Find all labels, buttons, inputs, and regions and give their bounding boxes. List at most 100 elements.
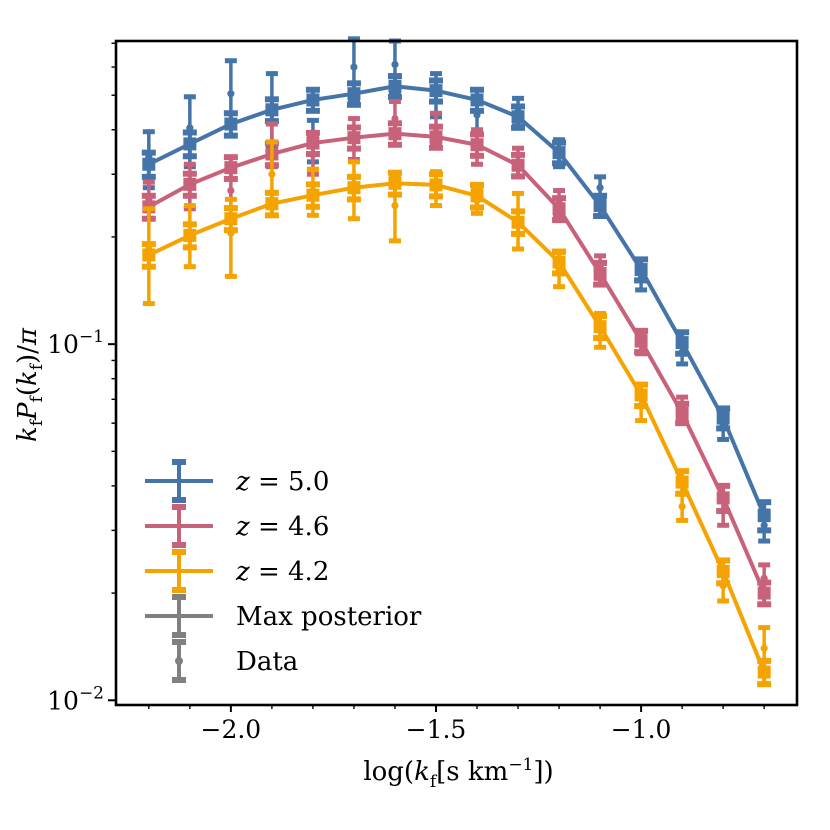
series-0-data-point-3 (268, 102, 276, 111)
series-1-data-errorbar-12-cap-top (635, 329, 648, 335)
legend-cap-bottom-1 (172, 542, 186, 548)
legend-cap-top-1 (172, 504, 186, 510)
series-2-data-errorbar-8-cap-top (471, 186, 484, 192)
series-1-data-errorbar-11-cap-top (594, 253, 607, 259)
series-0-data-errorbar-3-cap-top (265, 71, 278, 77)
series-0-data-errorbar-6-cap-bottom (388, 89, 401, 95)
series-2-data-errorbar-14-cap-bottom (717, 598, 730, 604)
series-0-data-point-8 (473, 111, 481, 119)
legend-item-1: z = 4.6 (145, 504, 329, 548)
series-2-model-errorbar-13-cap-top (675, 468, 690, 475)
legend-label-2: z = 4.2 (235, 557, 329, 587)
series-2-data-point-4 (309, 186, 317, 195)
series-1-model-errorbar-2-cap-top (223, 154, 238, 161)
legend-cap-top-3 (172, 594, 186, 600)
x-axis-label: log(kf[s km−1]) (363, 755, 553, 792)
series-1-data-point-9 (514, 158, 522, 166)
series-0-data-errorbar-2-cap-top (224, 58, 237, 64)
series-2-data-errorbar-0 (142, 206, 155, 307)
series-1-model-errorbar-4-cap-top (305, 129, 320, 136)
series-0-data-point-11 (596, 184, 604, 192)
series-0-data-point-14 (719, 422, 727, 430)
legend-item-0: z = 5.0 (145, 459, 329, 503)
series-2-line (147, 181, 767, 673)
series-1-data-errorbar-9-cap-bottom (512, 174, 525, 180)
series-0-model-errorbar-11-cap-bottom (593, 213, 608, 220)
series-0-data-errorbar-13-cap-bottom (676, 361, 689, 367)
legend-item-4: Data (172, 639, 298, 683)
series-1-data-errorbar-15-cap-top (758, 562, 771, 568)
series-1-data-errorbar-7-cap-bottom (429, 141, 442, 147)
series-1-data-errorbar-1-cap-top (183, 161, 196, 167)
series-0-data-errorbar-9-cap-top (512, 95, 525, 101)
series-2-data-point-8 (473, 196, 481, 205)
series-2-data-errorbar-0-cap-bottom (142, 301, 155, 307)
series-1-data-errorbar-8-cap-top (471, 127, 484, 133)
series-1-data-point-8 (473, 142, 481, 150)
legend-cap-bottom-0 (172, 497, 186, 503)
series-0-data-errorbar-5-cap-top (347, 36, 360, 42)
series-0-model-errorbar-14-cap-top (716, 405, 731, 412)
series-0-model-point-11 (593, 199, 607, 213)
series-1-model-errorbar-7-cap-bottom (428, 144, 443, 151)
series-1-data-errorbar-7-cap-top (429, 110, 442, 116)
series-0-model-errorbar-15-cap-top (757, 499, 772, 506)
legend-cap-top-4 (172, 639, 186, 645)
series-2-data-errorbar-6-cap-top (388, 174, 401, 180)
series-1-data-errorbar-12-cap-bottom (635, 351, 648, 357)
series-1-data-errorbar-9-cap-top (512, 145, 525, 151)
series-layer (141, 36, 772, 688)
series-2-data-errorbar-12-cap-bottom (635, 418, 648, 424)
series-2-model-errorbar-15-cap-bottom (757, 681, 772, 688)
series-2-data-point-2 (227, 229, 235, 237)
series-0-data-errorbar-11-cap-top (594, 174, 607, 180)
series-2-data-point-1 (186, 229, 194, 237)
series-2-data-errorbar-10-cap-bottom (553, 284, 566, 290)
series-0-data-point-2 (227, 90, 235, 98)
axes-layer: −2.0 −1.5 −1.0 10−1 10−2 log(kf[s km−1]) kfPf(… (13, 39, 799, 792)
series-2-data-errorbar-3-cap-bottom (265, 212, 278, 218)
series-0-data-errorbar-5-cap-bottom (347, 99, 360, 105)
series-1-data-errorbar-3-cap-top (265, 121, 278, 127)
series-0-data-point-6 (391, 60, 399, 69)
series-0-model-errorbar-4-cap-bottom (305, 107, 320, 114)
x-tick-label-1: −1.5 (406, 715, 467, 744)
series-1-data-point-2 (227, 186, 235, 195)
series-2-data-errorbar-9-cap-top (512, 190, 525, 196)
series-2-data-errorbar-2-cap-bottom (224, 273, 237, 279)
series-1-data-point-11 (596, 263, 604, 271)
series-1-data-point-13 (678, 404, 686, 413)
series-0-data-errorbar-15-cap-bottom (758, 538, 771, 544)
series-0-data-errorbar-4-cap-top (306, 117, 319, 123)
series-1-data-point-12 (637, 339, 645, 347)
series-2-data-errorbar-15-cap-bottom (758, 669, 771, 675)
series-0-data-errorbar-15-cap-top (758, 508, 771, 514)
series-1-data-point-7 (432, 124, 440, 132)
series-1-data-errorbar-6-cap-top (388, 99, 401, 105)
y-tick-label-0: 10−1 (47, 327, 104, 359)
legend-label-4: Data (236, 647, 298, 677)
series-2-data-errorbar-13-cap-bottom (676, 517, 689, 523)
series-0-model-point-4 (306, 93, 320, 107)
series-0-model-errorbar-6-cap-bottom (387, 94, 402, 101)
plot-frame (114, 39, 799, 707)
series-1-data-point-0 (145, 195, 153, 203)
legend-cap-bottom-2 (172, 587, 186, 593)
series-0-data-point-1 (186, 124, 194, 132)
series-0-model-errorbar-4-cap-top (305, 86, 320, 93)
series-1-data-errorbar-13-cap-top (676, 394, 689, 400)
series-2-data-point-9 (514, 215, 522, 223)
series-1-data-point-10 (555, 198, 563, 207)
series-0-data-point-9 (514, 107, 522, 116)
series-0-data-errorbar-2 (224, 58, 237, 139)
series-0-data-point-13 (678, 348, 686, 356)
series-1-data-errorbar-13-cap-bottom (676, 418, 689, 424)
series-0-data-errorbar-13-cap-top (676, 338, 689, 344)
legend-point-4 (175, 657, 183, 665)
legend-cap-top-2 (172, 549, 186, 555)
series-1-data-errorbar-5-cap-top (347, 116, 360, 122)
series-0-data-point-7 (432, 90, 440, 98)
series-1-data-errorbar-11-cap-bottom (594, 275, 607, 281)
series-1-model-errorbar-13-cap-bottom (675, 420, 690, 427)
series-0-data-errorbar-9-cap-bottom (512, 123, 525, 129)
